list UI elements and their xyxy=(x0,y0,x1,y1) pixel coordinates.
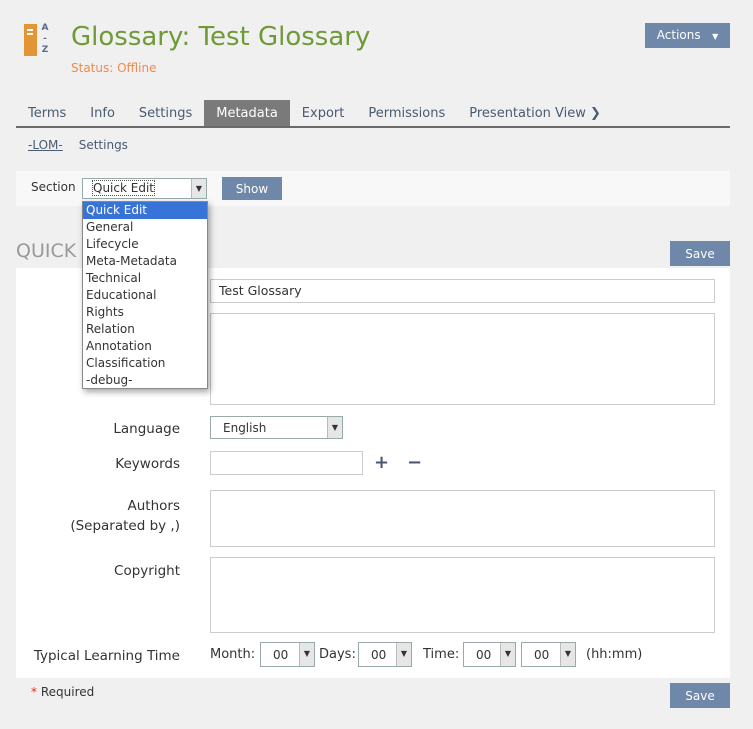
save-button-bottom[interactable]: Save xyxy=(670,683,730,708)
icon-letter: A xyxy=(41,23,49,33)
keywords-label: Keywords xyxy=(115,456,180,472)
month-label: Month: xyxy=(210,647,256,662)
authors-label: Authors (Separated by ,) xyxy=(16,496,180,536)
title-input[interactable]: Test Glossary xyxy=(210,279,715,303)
section-bar: Section Quick Edit ▼ Show xyxy=(16,171,730,206)
language-value: English xyxy=(223,421,267,435)
actions-label: Actions xyxy=(656,28,701,42)
tab-export[interactable]: Export xyxy=(301,106,345,121)
section-select[interactable]: Quick Edit ▼ xyxy=(82,178,207,199)
option-educational[interactable]: Educational xyxy=(86,288,157,302)
dropdown-arrow-icon: ▼ xyxy=(191,179,206,198)
option-classification[interactable]: Classification xyxy=(86,356,166,370)
tab-info[interactable]: Info xyxy=(90,106,115,121)
show-button[interactable]: Show xyxy=(222,177,282,200)
chevron-right-icon: ❯ xyxy=(590,106,601,121)
dropdown-arrow-icon: ▼ xyxy=(396,643,411,666)
description-textarea[interactable] xyxy=(210,313,715,405)
option-relation[interactable]: Relation xyxy=(86,322,135,336)
section-label: Section xyxy=(31,180,76,194)
dropdown-arrow-icon: ▼ xyxy=(327,417,342,438)
option-lifecycle[interactable]: Lifecycle xyxy=(86,237,139,251)
time-label: Time: xyxy=(423,647,460,662)
remove-keyword-minus-icon[interactable]: − xyxy=(407,452,423,473)
tab-bar: Terms Info Settings Metadata Export Perm… xyxy=(16,100,730,128)
language-select[interactable]: English ▼ xyxy=(210,416,343,439)
tab-terms[interactable]: Terms xyxy=(28,106,67,121)
option-quick-edit[interactable]: Quick Edit xyxy=(83,202,207,219)
authors-textarea[interactable] xyxy=(210,490,715,547)
subtabs: -LOM- Settings xyxy=(28,138,144,152)
option-annotation[interactable]: Annotation xyxy=(86,339,152,353)
required-text: Required xyxy=(40,685,95,699)
subtab-settings[interactable]: Settings xyxy=(78,138,128,152)
tab-metadata[interactable]: Metadata xyxy=(204,100,290,126)
option-technical[interactable]: Technical xyxy=(86,271,142,285)
minutes-select[interactable]: 00 ▼ xyxy=(521,642,576,667)
dropdown-arrow-icon: ▼ xyxy=(560,643,575,666)
authors-hint: (Separated by ,) xyxy=(70,518,180,534)
copyright-textarea[interactable] xyxy=(210,557,715,633)
dropdown-arrow-icon: ▼ xyxy=(299,643,314,666)
option-rights[interactable]: Rights xyxy=(86,305,124,319)
dropdown-arrow-icon: ▼ xyxy=(500,643,515,666)
icon-letter: - xyxy=(43,34,47,44)
tab-settings[interactable]: Settings xyxy=(138,106,193,121)
keywords-input[interactable] xyxy=(210,451,363,475)
section-dropdown-list: Quick Edit General Lifecycle Meta-Metada… xyxy=(82,201,208,389)
days-value: 00 xyxy=(371,648,387,662)
option-debug[interactable]: -debug- xyxy=(86,373,133,387)
required-asterisk: * xyxy=(31,685,37,699)
page-title: Glossary: Test Glossary xyxy=(71,22,371,52)
days-label: Days: xyxy=(319,647,356,662)
tab-permissions[interactable]: Permissions xyxy=(368,106,446,121)
time-format-hint: (hh:mm) xyxy=(586,647,643,662)
hours-select[interactable]: 00 ▼ xyxy=(463,642,516,667)
minutes-value: 00 xyxy=(534,648,550,662)
option-general[interactable]: General xyxy=(86,220,134,234)
month-select[interactable]: 00 ▼ xyxy=(260,642,315,667)
month-value: 00 xyxy=(273,648,289,662)
az-icon: A-Z xyxy=(41,23,49,56)
required-note: * Required xyxy=(31,685,94,699)
tab-presentation-view[interactable]: Presentation View ❯ xyxy=(457,100,613,126)
typical-learning-time-label: Typical Learning Time xyxy=(33,648,180,664)
hours-value: 00 xyxy=(476,648,492,662)
icon-letter: Z xyxy=(41,45,49,55)
language-label: Language xyxy=(113,421,180,437)
actions-button[interactable]: Actions ▼ xyxy=(645,23,730,48)
add-keyword-plus-icon[interactable]: + xyxy=(374,452,390,473)
option-meta-metadata[interactable]: Meta-Metadata xyxy=(86,254,177,268)
glossary-icon xyxy=(24,24,37,56)
copyright-label: Copyright xyxy=(114,563,180,579)
save-button-top[interactable]: Save xyxy=(670,241,730,266)
status-text: Status: Offline xyxy=(71,61,157,75)
tab-label: Presentation View xyxy=(469,106,586,121)
subtab-lom[interactable]: -LOM- xyxy=(28,138,63,152)
days-select[interactable]: 00 ▼ xyxy=(358,642,412,667)
authors-label-text: Authors xyxy=(127,498,180,514)
section-value: Quick Edit xyxy=(92,180,155,196)
caret-down-icon: ▼ xyxy=(712,32,719,41)
